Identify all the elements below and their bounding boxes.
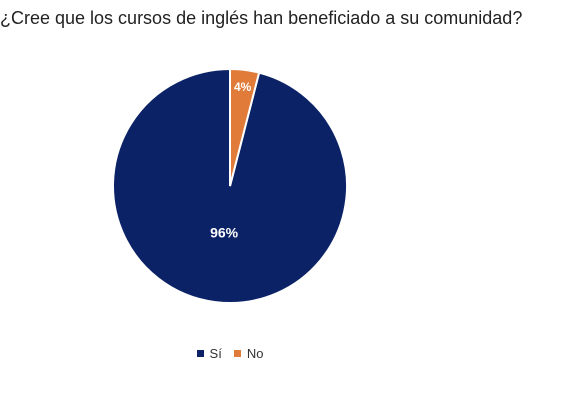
pie-label-si: 96% <box>210 224 239 240</box>
legend: Sí No <box>0 346 460 361</box>
legend-swatch-si <box>196 350 204 357</box>
legend-item-si: Sí <box>196 346 222 361</box>
pie-label-no: 4% <box>234 80 252 94</box>
legend-item-no: No <box>233 346 264 361</box>
legend-swatch-no <box>233 350 241 357</box>
legend-label-no: No <box>246 346 264 361</box>
legend-label-si: Sí <box>209 346 222 361</box>
chart-title: ¿Cree que los cursos de inglés han benef… <box>0 8 523 28</box>
pie-slice-no <box>229 67 261 187</box>
